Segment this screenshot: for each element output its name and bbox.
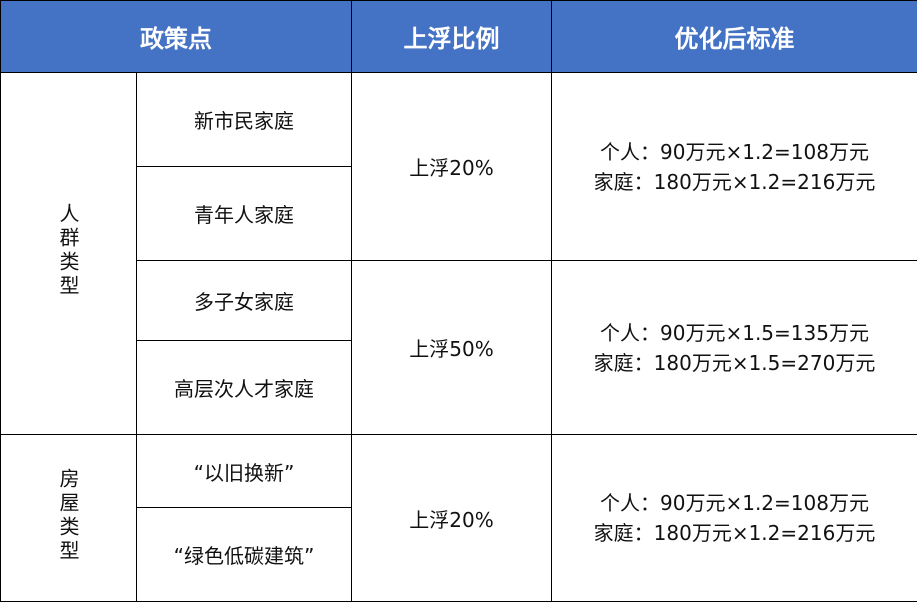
standard-cell: 个人：90万元×1.2=108万元 家庭：180万元×1.2=216万元 bbox=[552, 435, 917, 602]
policy-item: 多子女家庭 bbox=[137, 261, 352, 341]
category-cell: 人群类型 bbox=[1, 73, 137, 435]
policy-item: “以旧换新” bbox=[137, 435, 352, 508]
ratio-cell: 上浮50% bbox=[352, 261, 552, 435]
policy-item: “绿色低碳建筑” bbox=[137, 508, 352, 602]
standard-cell: 个人：90万元×1.2=108万元 家庭：180万元×1.2=216万元 bbox=[552, 73, 917, 261]
policy-item: 青年人家庭 bbox=[137, 167, 352, 261]
ratio-cell: 上浮20% bbox=[352, 73, 552, 261]
standard-individual: 个人：90万元×1.2=108万元 bbox=[552, 137, 917, 167]
category-label: 人群类型 bbox=[54, 203, 83, 299]
standard-family: 家庭：180万元×1.2=216万元 bbox=[552, 167, 917, 197]
standard-individual: 个人：90万元×1.2=108万元 bbox=[552, 488, 917, 518]
table-row: 房屋类型 “以旧换新” 上浮20% 个人：90万元×1.2=108万元 家庭：1… bbox=[1, 435, 917, 508]
header-ratio: 上浮比例 bbox=[352, 1, 552, 73]
standard-family: 家庭：180万元×1.5=270万元 bbox=[552, 348, 917, 378]
category-label: 房屋类型 bbox=[54, 468, 83, 564]
standard-cell: 个人：90万元×1.5=135万元 家庭：180万元×1.5=270万元 bbox=[552, 261, 917, 435]
table-row: 多子女家庭 上浮50% 个人：90万元×1.5=135万元 家庭：180万元×1… bbox=[1, 261, 917, 341]
table-row: 人群类型 新市民家庭 上浮20% 个人：90万元×1.2=108万元 家庭：18… bbox=[1, 73, 917, 167]
category-cell: 房屋类型 bbox=[1, 435, 137, 602]
policy-item: 新市民家庭 bbox=[137, 73, 352, 167]
standard-family: 家庭：180万元×1.2=216万元 bbox=[552, 518, 917, 548]
policy-item: 高层次人才家庭 bbox=[137, 341, 352, 435]
ratio-cell: 上浮20% bbox=[352, 435, 552, 602]
header-standard: 优化后标准 bbox=[552, 1, 917, 73]
header-row: 政策点 上浮比例 优化后标准 bbox=[1, 1, 917, 73]
header-policy: 政策点 bbox=[1, 1, 352, 73]
standard-individual: 个人：90万元×1.5=135万元 bbox=[552, 318, 917, 348]
